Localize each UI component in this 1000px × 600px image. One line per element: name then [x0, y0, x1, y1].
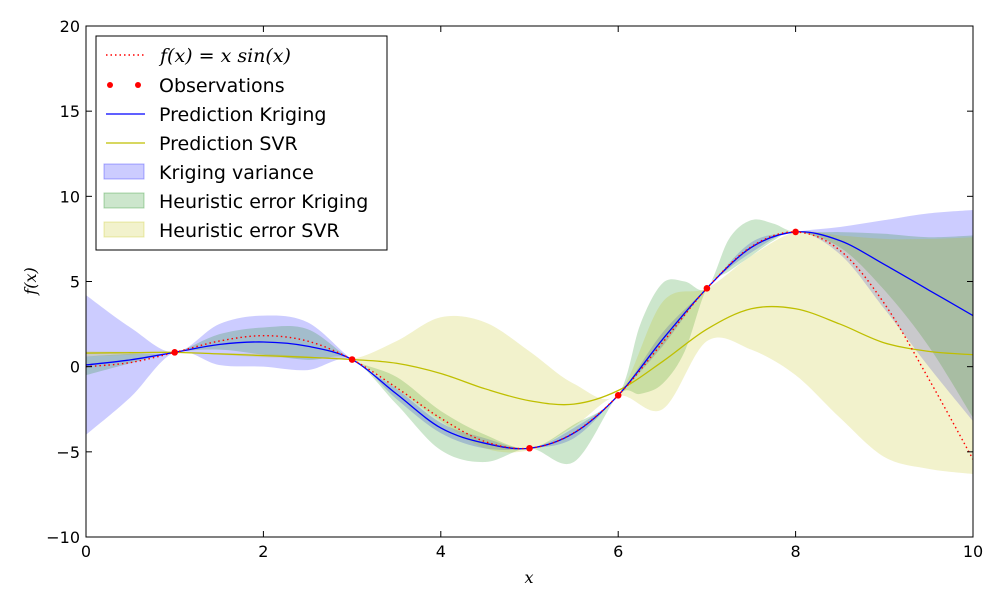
kriging-variance-band [86, 209, 973, 450]
legend-true-function-label: f(x) = x sin(x) [158, 45, 291, 67]
legend-kriging-variance-swatch [103, 163, 145, 180]
observation-points [171, 228, 799, 452]
observation-point [526, 444, 533, 452]
y-tick-label: 5 [70, 273, 80, 292]
legend-observations-label: Observations [159, 75, 285, 97]
observation-point [171, 349, 178, 356]
x-tick-label: 2 [258, 542, 268, 561]
legend-observations-marker [107, 82, 113, 88]
observation-point [792, 228, 799, 236]
observation-point [614, 391, 622, 399]
svr-prediction-line [86, 305, 973, 406]
legend: f(x) = x sin(x) Observations Prediction … [95, 35, 388, 251]
y-tick-label: −5 [56, 443, 80, 462]
legend-heuristic-svr-swatch [103, 221, 145, 238]
y-tick-label: 15 [60, 102, 80, 121]
legend-svr-label: Prediction SVR [159, 133, 298, 155]
legend-heuristic-kriging-swatch [103, 192, 145, 209]
legend-observations-marker [135, 82, 141, 88]
legend-heuristic-svr-label: Heuristic error SVR [159, 220, 340, 242]
x-axis-ticks: 0 2 4 6 8 10 [81, 26, 983, 561]
y-axis-ticks: −10 −5 0 5 10 15 20 [46, 17, 973, 547]
heuristic-error-svr-band [86, 231, 973, 474]
y-tick-label: 10 [60, 187, 80, 206]
x-tick-label: 8 [791, 542, 801, 561]
legend-kriging-variance-label: Kriging variance [159, 162, 314, 184]
legend-heuristic-kriging-label: Heuristic error Kriging [159, 191, 368, 213]
x-tick-label: 0 [81, 542, 91, 561]
x-tick-label: 10 [963, 542, 983, 561]
y-tick-label: −10 [46, 528, 80, 547]
x-tick-label: 6 [613, 542, 623, 561]
y-tick-label: 0 [70, 358, 80, 377]
x-tick-label: 4 [436, 542, 446, 561]
y-axis-label: f(x) [21, 267, 40, 295]
legend-kriging-label: Prediction Kriging [159, 104, 326, 126]
observation-point [703, 285, 711, 292]
y-tick-label: 20 [60, 17, 80, 36]
x-axis-label: x [524, 568, 533, 587]
observation-point [348, 356, 356, 363]
